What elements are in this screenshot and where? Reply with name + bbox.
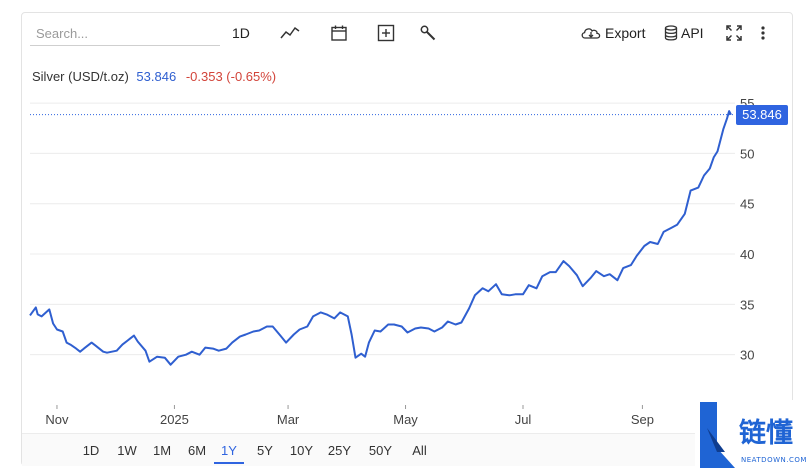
fullscreen-button[interactable]	[725, 21, 743, 45]
range-button-5y[interactable]: 5Y	[257, 443, 273, 458]
y-tick-label: 40	[740, 247, 754, 262]
cloud-download-icon	[580, 25, 602, 41]
range-button-50y[interactable]: 50Y	[368, 443, 393, 458]
range-button-1d[interactable]: 1D	[82, 443, 100, 458]
calendar-icon	[330, 24, 348, 42]
export-label: Export	[605, 25, 646, 41]
range-button-25y[interactable]: 25Y	[327, 443, 352, 458]
api-label: API	[681, 25, 704, 41]
interval-button[interactable]: 1D	[232, 21, 250, 45]
x-tick-label: Sep	[631, 412, 654, 427]
date-range-button[interactable]	[330, 21, 348, 45]
x-tick-label: 2025	[160, 412, 189, 427]
more-vertical-icon	[760, 25, 766, 41]
y-tick-label: 35	[740, 297, 754, 312]
x-tick-label: May	[393, 412, 418, 427]
watermark-subtext: NEATDOWN.COM	[741, 456, 807, 464]
add-box-icon	[377, 24, 395, 42]
y-tick-label: 45	[740, 197, 754, 212]
compare-button[interactable]	[377, 21, 395, 45]
range-button-all[interactable]: All	[412, 443, 427, 458]
last-price-tag: 53.846	[736, 105, 788, 125]
range-button-6m[interactable]: 6M	[187, 443, 207, 458]
api-button[interactable]: API	[664, 21, 704, 45]
more-menu-button[interactable]	[760, 21, 766, 45]
legend-instrument-name: Silver (USD/t.oz)	[32, 69, 129, 84]
export-button[interactable]: Export	[580, 21, 645, 45]
line-chart-icon	[280, 25, 300, 41]
range-button-10y[interactable]: 10Y	[289, 443, 314, 458]
range-button-1w[interactable]: 1W	[117, 443, 137, 458]
y-tick-label: 30	[740, 348, 754, 363]
chart-type-button[interactable]	[280, 21, 300, 45]
series-line-silver	[29, 110, 732, 366]
range-button-1y[interactable]: 1Y	[214, 440, 244, 464]
wrench-icon	[419, 24, 437, 42]
legend: Silver (USD/t.oz) 53.846 -0.353 (-0.65%)	[32, 69, 276, 84]
interval-label: 1D	[232, 25, 250, 41]
search-input[interactable]	[30, 21, 220, 46]
legend-last-price: 53.846	[136, 69, 177, 84]
settings-button[interactable]	[419, 21, 437, 45]
toolbar: 1D Export	[22, 13, 792, 53]
y-tick-label: 50	[740, 146, 754, 161]
legend-change: -0.353 (-0.65%)	[185, 69, 277, 84]
database-icon	[664, 25, 678, 41]
x-tick-label: Nov	[45, 412, 69, 427]
range-selector: 1D 1W 1M 6M 1Y 5Y 10Y 25Y 50Y All	[22, 433, 792, 466]
watermark-text: 链懂	[739, 417, 793, 449]
watermark-logo: 链懂 NEATDOWN.COM	[695, 400, 812, 472]
x-tick-label: Mar	[277, 412, 300, 427]
fullscreen-icon	[725, 24, 743, 42]
x-tick-label: Jul	[515, 412, 532, 427]
range-button-1m[interactable]: 1M	[152, 443, 172, 458]
chart-widget: 1D Export	[21, 12, 793, 466]
